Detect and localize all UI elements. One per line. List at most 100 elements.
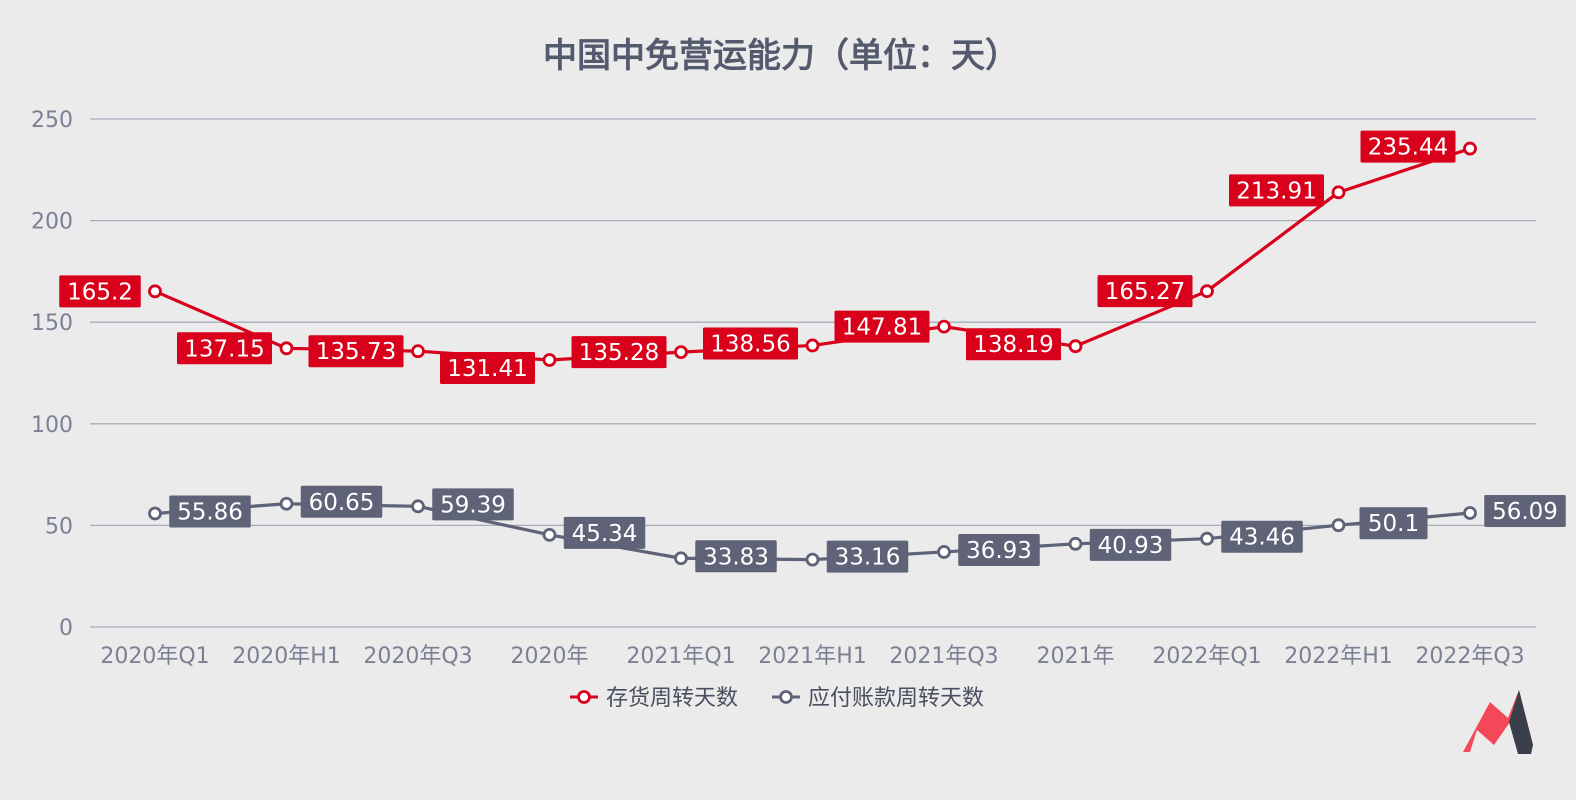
y-tick-label: 200: [31, 210, 73, 235]
data-label-box: [958, 533, 1040, 566]
data-label: 55.86: [177, 499, 243, 525]
data-label-box: [440, 351, 535, 384]
data-label: 137.15: [184, 336, 264, 362]
data-point[interactable]: [674, 345, 688, 360]
data-label: 138.19: [973, 332, 1053, 358]
data-point[interactable]: [542, 527, 557, 542]
data-label-box: [834, 310, 930, 343]
data-label-box: [703, 327, 798, 360]
data-point[interactable]: [279, 496, 294, 511]
legend-label: 应付账款周转天数: [808, 686, 984, 711]
data-label-box: [1229, 174, 1324, 207]
data-label: 50.1: [1368, 511, 1419, 537]
x-axis: 2020年Q1 2020年H1 2020年Q3 2020年 2021年Q1 2021年H1…: [100, 644, 1524, 669]
x-tick-label: 2021年Q1: [626, 644, 735, 669]
x-tick-label: 2021年: [1037, 644, 1115, 669]
data-label: 165.27: [1105, 279, 1185, 305]
data-label: 40.93: [1098, 533, 1164, 559]
data-point[interactable]: [1331, 518, 1346, 533]
data-label-box: [1484, 495, 1566, 528]
data-point[interactable]: [805, 338, 820, 353]
data-label: 43.46: [1229, 525, 1295, 551]
x-tick-label: 2022年Q3: [1415, 644, 1524, 669]
gridlines: [90, 118, 1536, 628]
x-tick-label: 2022年Q1: [1152, 644, 1261, 669]
data-label-box: [966, 328, 1061, 361]
chart-title: 中国中免营运能力（单位：天）: [543, 36, 1019, 76]
data-point[interactable]: [1463, 506, 1477, 520]
data-point[interactable]: [148, 506, 162, 521]
data-point[interactable]: [542, 353, 557, 367]
data-point[interactable]: [1200, 284, 1214, 299]
data-label-box: [432, 488, 514, 521]
data-label-box: [177, 332, 272, 365]
data-label-box: [300, 485, 383, 518]
series-group: 165.2 137.15 135.73 131.41 135.28 138.56 147.8…: [59, 130, 1566, 573]
legend-marker-icon: [577, 690, 591, 704]
data-point[interactable]: [148, 284, 162, 299]
data-label-box: [1359, 507, 1428, 540]
data-label: 165.2: [67, 279, 133, 305]
data-label: 59.39: [440, 492, 506, 518]
data-label-box: [826, 540, 909, 573]
data-label-box: [1360, 130, 1456, 163]
data-point[interactable]: [674, 551, 688, 566]
data-point[interactable]: [937, 319, 951, 334]
data-label: 45.34: [572, 521, 638, 547]
data-point[interactable]: [1200, 531, 1214, 546]
x-tick-label: 2022年H1: [1284, 644, 1393, 669]
data-label: 147.81: [842, 315, 922, 341]
x-tick-label: 2020年: [511, 644, 589, 669]
data-label-box: [1089, 528, 1172, 561]
data-label: 56.09: [1492, 499, 1558, 525]
data-label: 33.16: [835, 545, 901, 571]
data-label: 135.73: [316, 339, 396, 365]
y-axis: 0 50 100 150 200 250: [31, 108, 73, 641]
data-point[interactable]: [1068, 339, 1083, 354]
y-tick-label: 100: [31, 413, 73, 438]
data-point[interactable]: [1463, 141, 1477, 156]
legend-item[interactable]: 应付账款周转天数: [772, 686, 984, 711]
brand-logo: [1463, 690, 1533, 754]
data-label: 213.91: [1236, 178, 1316, 204]
data-point[interactable]: [1068, 536, 1083, 551]
legend-marker-icon: [779, 690, 793, 704]
data-label-box: [308, 335, 404, 368]
x-tick-label: 2020年Q1: [100, 644, 209, 669]
data-label: 33.83: [703, 544, 769, 570]
series-inventory-turnover-days: 165.2 137.15 135.73 131.41 135.28 138.56 147.8…: [59, 130, 1477, 384]
data-label-box: [563, 516, 646, 549]
y-tick-label: 50: [45, 514, 73, 539]
data-point[interactable]: [411, 499, 425, 514]
data-point[interactable]: [411, 344, 425, 359]
data-label-box: [59, 275, 141, 308]
y-tick-label: 0: [59, 616, 73, 641]
y-tick-label: 150: [31, 311, 73, 336]
data-label: 235.44: [1368, 135, 1448, 161]
data-label: 138.56: [710, 331, 790, 357]
data-point[interactable]: [805, 552, 820, 567]
data-label: 60.65: [309, 490, 375, 516]
legend-item[interactable]: 存货周转天数: [570, 686, 738, 711]
x-tick-label: 2020年H1: [232, 644, 341, 669]
x-tick-label: 2020年Q3: [363, 644, 472, 669]
legend[interactable]: 存货周转天数 应付账款周转天数: [570, 686, 984, 711]
x-tick-label: 2021年H1: [758, 644, 867, 669]
y-tick-label: 250: [31, 108, 73, 133]
legend-label: 存货周转天数: [606, 686, 738, 711]
data-label-box: [1097, 275, 1193, 308]
series-payables-turnover-days: 55.86 60.65 59.39 45.34 33.83 33.16 36.93 40.93…: [148, 485, 1566, 573]
x-tick-label: 2021年Q3: [889, 644, 998, 669]
data-label: 36.93: [966, 538, 1032, 564]
data-label-box: [695, 540, 777, 573]
data-point[interactable]: [937, 545, 951, 559]
logo-mark-dark: [1509, 690, 1533, 754]
data-point[interactable]: [1331, 185, 1346, 200]
data-label: 135.28: [579, 340, 659, 366]
data-label: 131.41: [447, 356, 527, 382]
data-label-box: [1221, 520, 1303, 553]
data-label-box: [169, 495, 251, 528]
data-point[interactable]: [279, 341, 294, 356]
